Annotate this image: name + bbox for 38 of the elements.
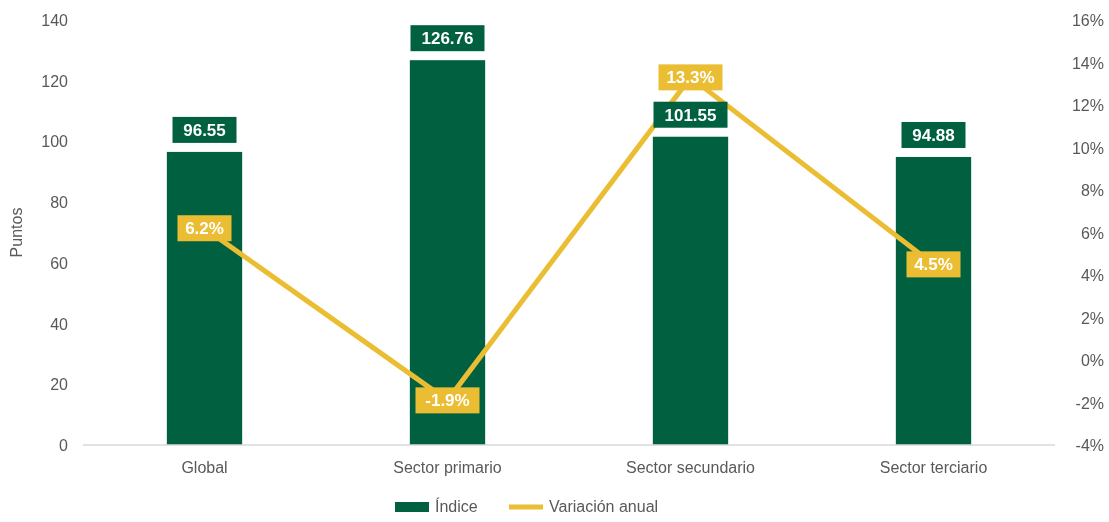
x-tick-label: Sector terciario: [879, 459, 988, 476]
data-label: 96.55: [183, 120, 226, 140]
data-label: -1.9%: [425, 391, 470, 411]
x-tick-label: Sector primario: [393, 459, 502, 476]
y2-tick-label: 14%: [1071, 54, 1104, 72]
y2-tick-label: 2%: [1080, 309, 1104, 327]
bar: [895, 156, 972, 445]
data-label: 13.3%: [666, 68, 715, 88]
y-tick-label: 20: [50, 376, 69, 394]
y2-tick-label: 10%: [1071, 139, 1104, 157]
bar: [409, 60, 486, 445]
data-label: 94.88: [912, 125, 955, 145]
y2-tick-label: -4%: [1075, 437, 1104, 454]
legend-label: Índice: [435, 497, 478, 515]
bar: [652, 136, 729, 445]
y-tick-label: 40: [50, 315, 69, 333]
y2-tick-label: 6%: [1080, 224, 1104, 242]
y2-tick-label: 4%: [1080, 267, 1104, 284]
y-tick-label: 80: [50, 194, 69, 212]
bar: [166, 151, 243, 445]
data-label: 126.76: [421, 29, 474, 49]
y-tick-label: 140: [41, 12, 69, 29]
y-tick-label: 60: [50, 254, 69, 272]
y2-tick-label: -2%: [1075, 394, 1104, 412]
data-label: 6.2%: [185, 219, 224, 239]
x-tick-label: Sector secundario: [626, 459, 756, 476]
data-label: 4.5%: [914, 255, 953, 275]
data-label: 101.55: [664, 105, 717, 125]
y2-tick-label: 8%: [1080, 182, 1104, 199]
y-tick-label: 0: [59, 437, 69, 454]
y2-tick-label: 16%: [1071, 12, 1104, 29]
y-tick-label: 120: [41, 72, 69, 90]
y2-tick-label: 0%: [1080, 352, 1104, 369]
x-tick-label: Global: [181, 459, 228, 476]
y2-tick-label: 12%: [1071, 97, 1104, 114]
y-axis-title: Puntos: [8, 207, 25, 258]
y-tick-label: 100: [41, 133, 69, 151]
legend-label: Variación anual: [549, 498, 659, 515]
